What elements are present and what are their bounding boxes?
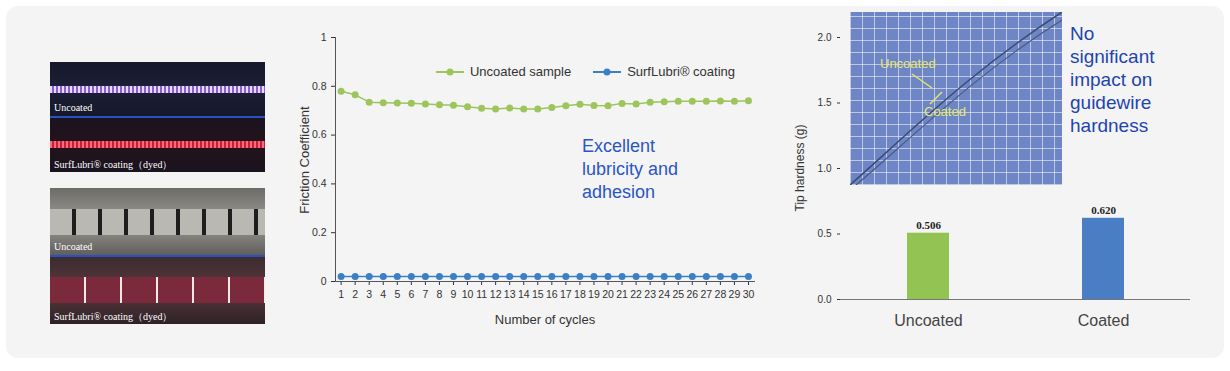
svg-text:2: 2 bbox=[352, 288, 358, 300]
svg-text:1.5: 1.5 bbox=[818, 97, 832, 108]
svg-text:21: 21 bbox=[616, 288, 628, 300]
svg-text:8: 8 bbox=[437, 288, 443, 300]
svg-text:5: 5 bbox=[394, 288, 400, 300]
svg-text:0.8: 0.8 bbox=[312, 80, 327, 92]
svg-text:0.6: 0.6 bbox=[312, 128, 327, 140]
svg-text:Coated: Coated bbox=[1078, 312, 1130, 329]
html-text:SurfLubri® coating（dyed）: SurfLubri® coating（dyed） bbox=[54, 311, 173, 322]
svg-text:24: 24 bbox=[658, 288, 670, 300]
svg-text:27: 27 bbox=[700, 288, 712, 300]
svg-text:1: 1 bbox=[321, 31, 327, 43]
svg-text:26: 26 bbox=[686, 288, 698, 300]
html-text:Uncoated: Uncoated bbox=[880, 56, 936, 71]
svg-text:9: 9 bbox=[451, 288, 457, 300]
svg-text:0.2: 0.2 bbox=[312, 226, 327, 238]
svg-text:0: 0 bbox=[321, 275, 327, 287]
html-text:SurfLubri® coating（dyed）: SurfLubri® coating（dyed） bbox=[54, 159, 173, 170]
svg-text:1: 1 bbox=[338, 288, 344, 300]
svg-text:14: 14 bbox=[518, 288, 530, 300]
svg-text:20: 20 bbox=[602, 288, 614, 300]
svg-text:Uncoated: Uncoated bbox=[894, 312, 963, 329]
html-text:Friction Coefficient: Friction Coefficient bbox=[296, 106, 312, 214]
svg-text:25: 25 bbox=[672, 288, 684, 300]
svg-text:0.5: 0.5 bbox=[818, 228, 832, 239]
svg-text:1.0: 1.0 bbox=[818, 163, 832, 174]
svg-text:15: 15 bbox=[532, 288, 544, 300]
svg-text:0.506: 0.506 bbox=[916, 219, 941, 231]
svg-text:16: 16 bbox=[546, 288, 558, 300]
svg-text:28: 28 bbox=[715, 288, 727, 300]
svg-text:23: 23 bbox=[644, 288, 656, 300]
svg-text:29: 29 bbox=[729, 288, 741, 300]
svg-text:6: 6 bbox=[408, 288, 414, 300]
svg-text:19: 19 bbox=[588, 288, 600, 300]
svg-text:7: 7 bbox=[422, 288, 428, 300]
svg-text:18: 18 bbox=[574, 288, 586, 300]
html-text:Uncoated: Uncoated bbox=[54, 102, 93, 113]
svg-text:2.0: 2.0 bbox=[818, 32, 832, 43]
svg-text:17: 17 bbox=[560, 288, 572, 300]
svg-text:10: 10 bbox=[462, 288, 474, 300]
html-text:Excellent lubricity and adhesi: Excellent lubricity and adhesion bbox=[582, 136, 678, 202]
svg-text:4: 4 bbox=[380, 288, 386, 300]
html-text:Number of cycles: Number of cycles bbox=[494, 312, 596, 327]
svg-text:11: 11 bbox=[476, 288, 487, 300]
html-text:Tip hardness (g): Tip hardness (g) bbox=[793, 124, 807, 212]
svg-text:0.4: 0.4 bbox=[312, 177, 327, 189]
svg-text:22: 22 bbox=[630, 288, 642, 300]
svg-text:13: 13 bbox=[504, 288, 516, 300]
svg-text:0.0: 0.0 bbox=[818, 294, 832, 305]
html-text:No significant impact on guide: No significant impact on guidewire hardn… bbox=[1070, 23, 1155, 136]
svg-text:30: 30 bbox=[743, 288, 755, 300]
html-text:SurfLubri® coating: SurfLubri® coating bbox=[627, 64, 735, 79]
html-text:Coated: Coated bbox=[924, 104, 966, 119]
svg-text:12: 12 bbox=[490, 288, 502, 300]
html-text:Uncoated sample: Uncoated sample bbox=[470, 64, 572, 79]
svg-text:3: 3 bbox=[366, 288, 372, 300]
svg-text:0.620: 0.620 bbox=[1091, 204, 1116, 216]
html-text:Uncoated: Uncoated bbox=[54, 241, 93, 252]
